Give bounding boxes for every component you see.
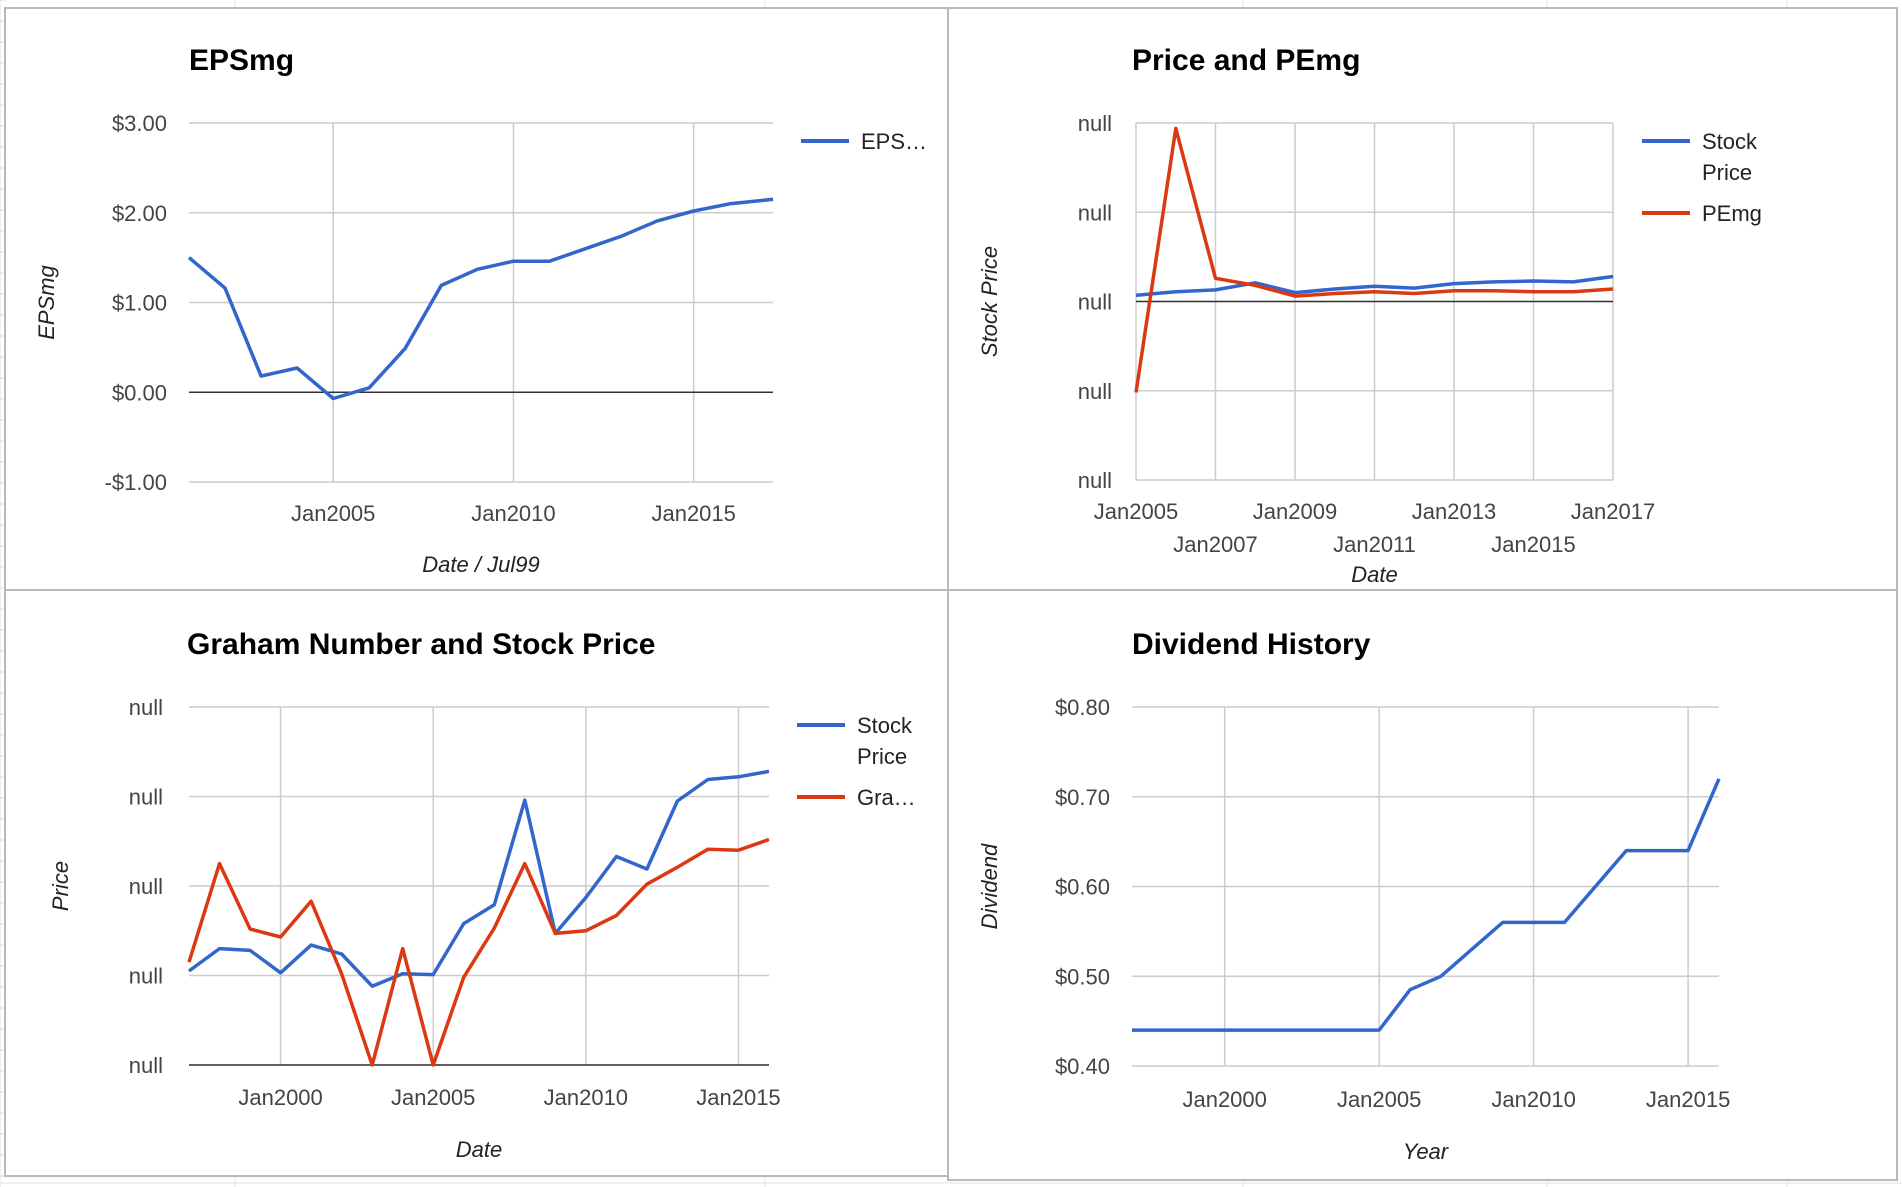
legend-label: Price [857, 744, 907, 769]
y-axis-title: Dividend [977, 843, 1002, 929]
dividend-history-chart: Dividend History $0.80 $0.70 $0.60 $0.50 $0.4… [977, 628, 1730, 1164]
chart-title: Dividend History [1132, 628, 1371, 661]
legend-label: PEmg [1702, 201, 1762, 226]
y-tick-label: $2.00 [112, 201, 167, 226]
y-tick-label: null [1078, 290, 1112, 315]
x-axis-title: Date [1351, 562, 1397, 587]
x-tick-label: Jan2010 [544, 1085, 628, 1110]
y-tick-label: null [1078, 468, 1112, 493]
x-tick-label: Jan2010 [471, 501, 555, 526]
legend-label: Price [1702, 160, 1752, 185]
x-tick-label: Jan2007 [1173, 532, 1257, 557]
legend-label: EPS… [861, 129, 927, 154]
y-tick-label: null [129, 874, 163, 899]
x-tick-label: Jan2010 [1491, 1087, 1575, 1112]
series-line [1135, 274, 1614, 298]
y-tick-label: null [1078, 111, 1112, 136]
chart-panel-epsmg[interactable]: EPSmg $3.00 $2.00 $1.00 $0.00 -$1.00 Jan2005 Ja… [4, 7, 950, 592]
y-tick-label: $1.00 [112, 291, 167, 316]
chart-panel-graham-number[interactable]: Graham Number and Stock Price null null nul… [4, 589, 950, 1177]
series-line [187, 197, 774, 401]
x-tick-label: Jan2013 [1412, 499, 1496, 524]
y-tick-label: null [129, 964, 163, 989]
chart-panel-price-pemg[interactable]: Price and PEmg null null null null null Jan200… [947, 7, 1898, 592]
y-tick-label: null [1078, 200, 1112, 225]
y-tick-label: null [129, 785, 163, 810]
y-tick-label: null [129, 695, 163, 720]
x-tick-label: Jan2011 [1333, 532, 1416, 557]
x-axis-title: Date [456, 1137, 502, 1162]
chart-panel-dividend-history[interactable]: Dividend History $0.80 $0.70 $0.60 $0.50 $0.4… [947, 589, 1898, 1181]
x-tick-label: Jan2005 [1094, 499, 1178, 524]
y-tick-label: null [1078, 379, 1112, 404]
x-tick-label: Jan2015 [1646, 1087, 1730, 1112]
y-tick-label: $0.60 [1055, 875, 1110, 900]
y-tick-label: -$1.00 [105, 470, 167, 495]
x-tick-label: Jan2015 [1491, 532, 1575, 557]
legend-label: Stock [1702, 129, 1758, 154]
x-axis-title: Date / Jul99 [422, 552, 539, 577]
legend-label: Gra… [857, 785, 916, 810]
x-axis-title: Year [1403, 1139, 1450, 1164]
x-tick-label: Jan2000 [1182, 1087, 1266, 1112]
y-axis-title: Price [48, 861, 73, 911]
y-tick-label: $0.40 [1055, 1054, 1110, 1079]
x-tick-label: Jan2009 [1253, 499, 1337, 524]
x-tick-label: Jan2005 [1337, 1087, 1421, 1112]
y-tick-label: $3.00 [112, 111, 167, 136]
price-pemg-chart: Price and PEmg null null null null null Jan200… [977, 44, 1762, 587]
legend-label: Stock [857, 713, 913, 738]
y-axis-title: Stock Price [977, 246, 1002, 357]
y-axis-title: EPSmg [34, 264, 59, 339]
y-tick-label: $0.70 [1055, 785, 1110, 810]
chart-title: Graham Number and Stock Price [187, 628, 656, 661]
y-tick-label: $0.00 [112, 380, 167, 405]
x-tick-label: Jan2015 [696, 1085, 780, 1110]
x-tick-label: Jan2015 [651, 501, 735, 526]
x-tick-label: Jan2005 [391, 1085, 475, 1110]
graham-number-chart: Graham Number and Stock Price null null nul… [48, 628, 916, 1162]
y-tick-label: $0.80 [1055, 695, 1110, 720]
x-tick-label: Jan2000 [238, 1085, 322, 1110]
chart-title: Price and PEmg [1132, 44, 1360, 77]
series-line [187, 837, 770, 1067]
y-tick-label: $0.50 [1055, 964, 1110, 989]
x-tick-label: Jan2017 [1571, 499, 1655, 524]
series-line [1132, 778, 1721, 1032]
series-line [187, 769, 770, 988]
chart-title: EPSmg [189, 44, 294, 77]
series-line [1134, 126, 1614, 393]
x-tick-label: Jan2005 [291, 501, 375, 526]
y-tick-label: null [129, 1053, 163, 1078]
epsmg-chart: EPSmg $3.00 $2.00 $1.00 $0.00 -$1.00 Jan2005 Ja… [34, 44, 927, 577]
